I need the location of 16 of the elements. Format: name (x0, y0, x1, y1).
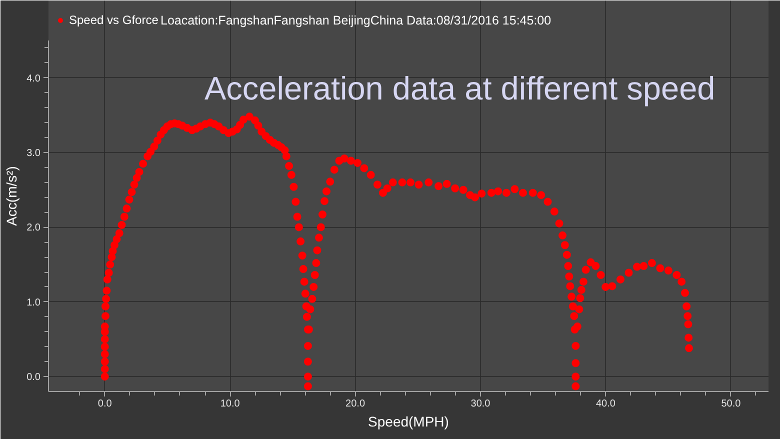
chart-subtitle: Loacation:FangshanFangshan BeijingChina Data:08/31/2016 15:45:00 (160, 14, 552, 28)
y-axis-title: Acc(m/s²) (4, 166, 20, 226)
x-tick-label: 40.0 (596, 398, 616, 410)
y-tick-label: 0.0 (26, 372, 41, 384)
x-tick-label: 20.0 (346, 398, 366, 410)
y-tick-label: 1.0 (26, 297, 41, 308)
text: Acceleration data at different speed (204, 70, 716, 106)
x-tick-label: 0.0 (98, 398, 112, 410)
y-tick-label: 2.0 (26, 222, 41, 234)
x-tick-label: 30.0 (470, 398, 491, 410)
y-tick-label: 4.0 (26, 73, 41, 84)
y-tick-label: 3.0 (26, 148, 41, 160)
x-tick-label: 10.0 (220, 398, 240, 410)
x-axis-title: Speed(MPH) (368, 414, 449, 430)
x-tick-label: 50.0 (721, 398, 742, 410)
legend-label: Speed vs Gforce (69, 13, 158, 27)
